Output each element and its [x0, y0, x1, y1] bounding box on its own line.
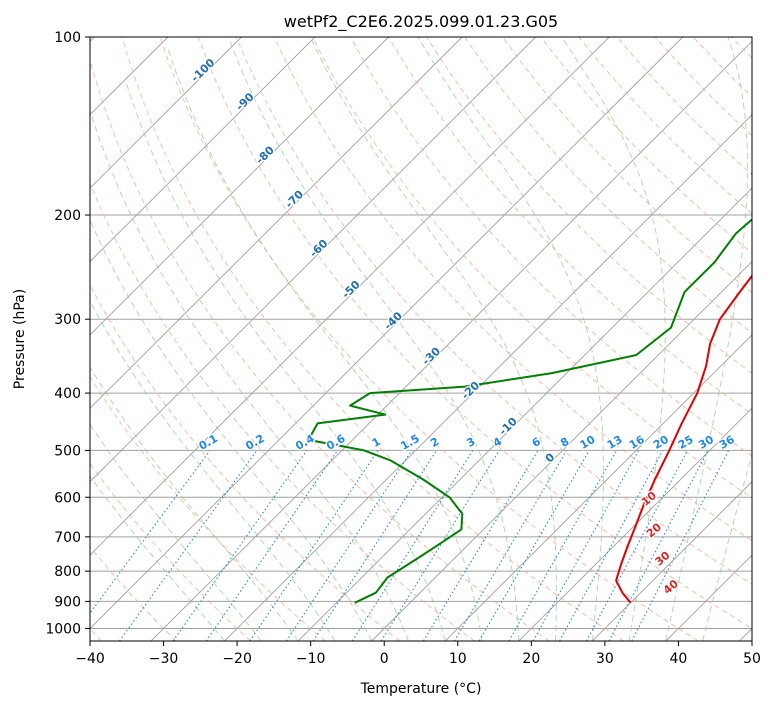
dry-adiabat-line: [121, 37, 624, 641]
chart-title: wetPf2_C2E6.2025.099.01.23.G05: [284, 12, 558, 32]
dry-adiabat-line: [426, 37, 752, 374]
isotherm-line: [592, 481, 752, 641]
mixing-ratio-line: [351, 450, 474, 641]
moist-adiabat-line: [90, 218, 373, 641]
x-tick-label: 30: [596, 651, 614, 667]
x-tick-label: −30: [149, 651, 179, 667]
y-tick-label: 700: [54, 530, 81, 546]
isotherm-line: [224, 114, 752, 641]
y-tick-label: 400: [54, 386, 81, 402]
moist-adiabat-line: [227, 37, 520, 641]
mixing-ratio-line: [172, 450, 308, 641]
x-tick-label: 20: [522, 651, 540, 667]
moist-adiabat-line: [417, 37, 604, 641]
isotherm-line: [371, 260, 752, 641]
dry-adiabat-line: [159, 37, 699, 641]
mixing-ratio-line: [532, 450, 640, 641]
dry-adiabat-line: [90, 283, 401, 641]
y-tick-label: 1000: [45, 621, 81, 637]
mixing-ratio-line: [380, 450, 500, 641]
x-tick-label: 10: [449, 651, 467, 667]
dry-adiabat-line: [235, 37, 752, 585]
dry-adiabat-line: [90, 546, 177, 641]
x-tick-label: −10: [296, 651, 326, 667]
y-tick-label: 200: [54, 208, 81, 224]
dry-adiabat-line: [90, 375, 326, 641]
isotherm-line: [444, 334, 752, 641]
dry-adiabat-line: [197, 37, 752, 630]
moist-adiabat-line: [665, 37, 749, 641]
y-tick-label: 300: [54, 312, 81, 328]
mixing-ratio-line: [205, 450, 338, 641]
isotherm-line: [90, 37, 463, 409]
dry-adiabat-line: [388, 37, 752, 415]
mixing-ratio-line: [453, 450, 568, 641]
dry-adiabat-line: [273, 37, 752, 542]
mixing-ratio-line: [559, 450, 664, 641]
dry-adiabat-line: [502, 37, 752, 294]
y-tick-label: 100: [54, 30, 81, 46]
isotherm-line: [90, 37, 316, 263]
x-tick-label: 50: [743, 651, 761, 667]
isotherm-line: [90, 37, 536, 483]
y-tick-label: 900: [54, 594, 81, 610]
isotherm-line: [90, 37, 242, 189]
moist-adiabat-line: [126, 83, 446, 641]
mixing-ratio-line: [312, 450, 437, 641]
isotherm-line: [518, 407, 752, 641]
x-tick-label: −40: [75, 651, 105, 667]
moist-adiabat-line: [90, 299, 336, 641]
plot-frame: [89, 36, 753, 642]
isotherm-line: [90, 37, 610, 556]
x-axis-label: Temperature (°C): [360, 681, 482, 697]
dry-adiabat-line: [90, 182, 475, 641]
temperature-line: [615, 274, 752, 604]
dewpoint-line: [307, 171, 752, 604]
dry-adiabat-line: [90, 58, 550, 641]
mixing-ratio-line: [508, 450, 617, 641]
mixing-ratio-line: [422, 450, 539, 641]
y-tick-label: 800: [54, 564, 81, 580]
y-tick-label: 500: [54, 443, 81, 459]
isotherm-line: [90, 37, 389, 336]
x-tick-label: 0: [380, 651, 389, 667]
moist-adiabat-line: [90, 423, 262, 641]
moist-adiabat-line: [561, 37, 666, 641]
mixing-ratio-line: [90, 450, 211, 614]
moist-adiabat-line: [90, 366, 299, 641]
y-axis-label: Pressure (hPa): [12, 289, 28, 389]
y-tick-label: 600: [54, 490, 81, 506]
x-tick-label: −20: [222, 651, 252, 667]
moist-adiabat-line: [702, 452, 752, 641]
mixing-ratio-line: [478, 450, 590, 641]
isotherm-line: [150, 40, 752, 641]
mixing-ratio-line: [118, 450, 258, 641]
moist-adiabat-line: [90, 113, 409, 641]
dry-adiabat-line: [90, 462, 252, 641]
x-tick-label: 40: [670, 651, 688, 667]
